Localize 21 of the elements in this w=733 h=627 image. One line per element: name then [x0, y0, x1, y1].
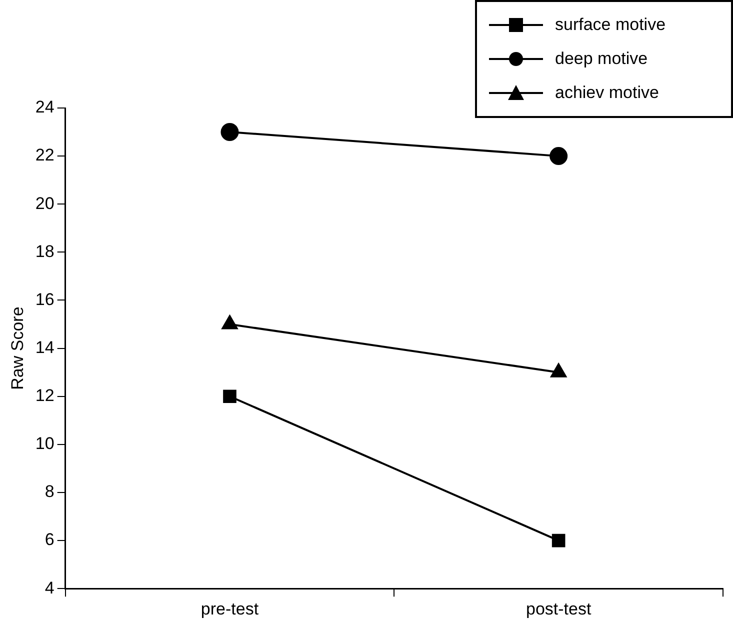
point [552, 534, 566, 548]
point [550, 147, 568, 166]
y-tick-label: 8 [44, 482, 54, 502]
y-tick-label: 16 [35, 290, 54, 309]
point [223, 390, 236, 404]
y-tick-label: 24 [35, 98, 54, 117]
x-tick-label: pre-test [200, 599, 259, 618]
y-tick-label: 14 [35, 338, 54, 357]
y-tick-label: 18 [35, 242, 54, 261]
y-axis-title: Raw Score [8, 306, 27, 390]
y-tick-label: 6 [44, 530, 54, 550]
y-tick-label: 4 [44, 578, 54, 598]
legend-label: surface motive [555, 15, 666, 35]
y-tick-label: 10 [35, 434, 54, 454]
y-tick-label: 22 [35, 146, 54, 165]
legend-label: deep motive [555, 49, 648, 69]
y-tick-label: 12 [35, 386, 54, 406]
point [220, 123, 239, 142]
legend-label: achiev motive [555, 83, 659, 103]
x-tick-label: post-test [526, 599, 592, 618]
y-tick-label: 20 [35, 194, 54, 213]
